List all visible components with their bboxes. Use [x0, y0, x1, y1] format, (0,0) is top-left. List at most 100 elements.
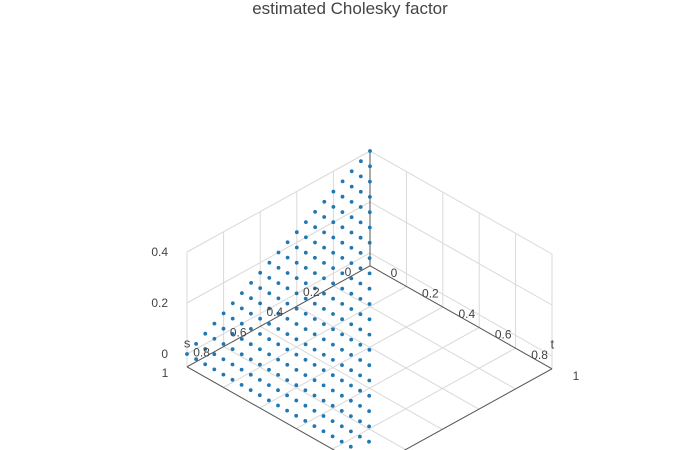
data-point — [276, 296, 281, 301]
data-point — [368, 179, 372, 184]
data-point — [313, 271, 317, 275]
data-point — [248, 342, 253, 347]
data-point — [349, 245, 354, 250]
data-point — [340, 240, 345, 245]
data-point — [303, 281, 308, 286]
t-tick-label: 0.6 — [495, 328, 512, 342]
data-point — [276, 357, 280, 362]
data-point — [340, 302, 345, 306]
data-point — [330, 403, 335, 408]
data-point — [349, 368, 353, 373]
data-point — [367, 256, 372, 260]
floor-gridline-t — [332, 347, 516, 450]
wall-s-gridline-horizontal — [186, 150, 371, 253]
data-point — [203, 362, 208, 367]
data-point — [294, 260, 299, 265]
data-point — [358, 419, 362, 424]
data-point — [294, 413, 299, 418]
data-point — [368, 195, 372, 199]
data-point — [340, 194, 345, 199]
data-point — [212, 352, 217, 357]
data-point — [340, 179, 345, 184]
data-point — [258, 286, 263, 290]
data-point — [367, 240, 372, 245]
s-tick-label: 0.2 — [303, 285, 320, 299]
data-point — [340, 332, 344, 337]
data-point — [312, 332, 317, 337]
data-point — [321, 368, 326, 372]
data-point — [367, 409, 371, 413]
data-point — [358, 297, 363, 301]
data-point — [349, 322, 354, 327]
s-tick-label: 0.6 — [230, 325, 247, 339]
data-point — [294, 337, 299, 342]
data-point — [304, 235, 308, 240]
s-tick-label: 1 — [162, 366, 169, 380]
data-point — [303, 311, 308, 316]
data-point — [322, 245, 326, 250]
data-point — [348, 444, 353, 449]
data-point — [358, 235, 363, 240]
t-axis-title: t — [550, 337, 554, 352]
data-point — [358, 220, 363, 225]
data-point — [294, 368, 299, 372]
data-point — [303, 403, 308, 408]
floor-gridline-t — [259, 306, 444, 409]
data-point — [221, 311, 226, 316]
data-point — [239, 383, 244, 387]
data-point — [221, 372, 226, 377]
data-point — [239, 337, 244, 341]
data-point — [285, 286, 290, 291]
data-point — [230, 316, 235, 321]
data-point — [276, 403, 280, 408]
t-tick-label: 0 — [391, 266, 398, 280]
data-point — [212, 367, 217, 372]
data-point — [303, 342, 308, 347]
data-point — [303, 357, 308, 362]
data-point — [349, 291, 354, 296]
data-point — [294, 276, 299, 280]
data-point — [339, 424, 344, 429]
data-point — [258, 332, 262, 336]
s-axis-front-edge — [403, 368, 553, 450]
data-point — [331, 296, 335, 301]
data-point — [331, 281, 335, 286]
data-point — [194, 357, 199, 361]
data-point — [358, 251, 363, 255]
data-point — [349, 414, 353, 418]
data-point — [249, 311, 253, 316]
data-point — [285, 271, 290, 275]
data-point — [367, 225, 372, 230]
data-point — [249, 296, 253, 301]
data-point — [349, 353, 353, 357]
data-point — [339, 409, 344, 413]
data-point — [340, 363, 344, 367]
data-point — [349, 169, 354, 174]
data-point — [331, 220, 336, 225]
data-point — [349, 429, 353, 434]
s-axis-title: s — [184, 335, 191, 350]
wall-s-gridline-horizontal — [186, 252, 371, 355]
t-tick-label: 0.8 — [531, 348, 548, 362]
data-point — [313, 255, 317, 260]
data-point — [248, 357, 253, 362]
data-point — [294, 322, 299, 326]
data-point — [349, 184, 354, 189]
wall-t-gridline-horizontal — [369, 150, 553, 255]
chart-title: estimated Cholesky factor — [252, 0, 448, 18]
data-point — [267, 322, 271, 326]
data-point — [321, 414, 326, 418]
data-point — [349, 398, 353, 403]
z-tick-label: 0 — [161, 347, 168, 361]
data-point — [367, 393, 372, 398]
data-point — [294, 306, 299, 311]
data-point — [294, 352, 299, 357]
data-point — [267, 383, 271, 387]
data-point — [358, 189, 363, 194]
data-point — [312, 378, 317, 383]
data-point — [239, 321, 244, 326]
data-point — [212, 336, 217, 341]
data-point — [368, 164, 372, 169]
data-point — [240, 291, 244, 295]
data-point — [340, 393, 344, 398]
